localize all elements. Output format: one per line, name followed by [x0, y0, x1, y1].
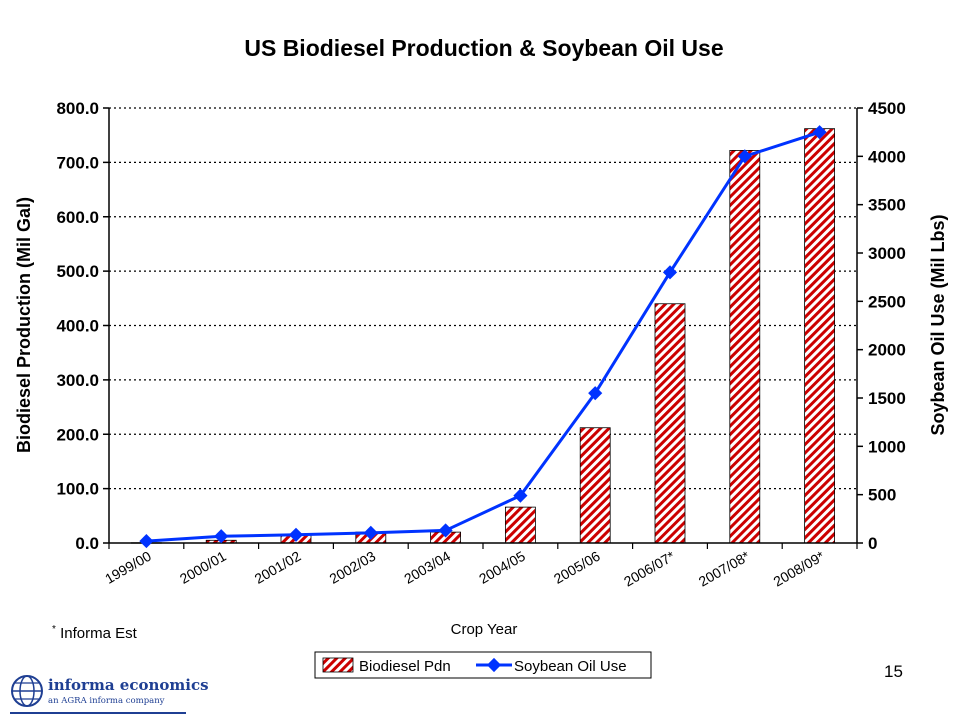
- x-axis-label: Crop Year: [451, 621, 518, 638]
- line-series: [139, 125, 827, 549]
- company-logo: informa economics an AGRA informa compan…: [8, 670, 209, 714]
- legend-label-bar: Biodiesel Pdn: [359, 658, 451, 675]
- footnote-text: Informa Est: [60, 625, 137, 642]
- chart-title: US Biodiesel Production & Soybean Oil Us…: [244, 35, 723, 61]
- left-tick-label: 600.0: [56, 208, 99, 227]
- left-tick-label: 700.0: [56, 153, 99, 172]
- right-tick-label: 2500: [868, 292, 906, 311]
- right-tick-label: 3500: [868, 196, 906, 215]
- left-tick-label: 0.0: [75, 534, 99, 553]
- left-tick-label: 500.0: [56, 262, 99, 281]
- logo-tagline: an AGRA informa company: [48, 696, 165, 706]
- line-point: [588, 386, 603, 401]
- bar: [579, 427, 611, 544]
- x-tick-label: 2005/06: [551, 548, 603, 587]
- legend: Biodiesel Pdn Soybean Oil Use: [314, 651, 652, 679]
- right-tick-label: 2000: [868, 341, 906, 360]
- line-point: [812, 125, 827, 140]
- right-tick-label: 4000: [868, 147, 906, 166]
- line-point: [214, 529, 229, 544]
- right-tick-label: 500: [868, 486, 896, 505]
- x-axis-ticks: 1999/00 2000/01 2001/02 2002/03 2003/04 2004/…: [102, 543, 858, 590]
- line-point: [288, 527, 304, 542]
- bar: [804, 128, 835, 544]
- right-tick-label: 1500: [868, 389, 906, 408]
- line-point: [139, 533, 154, 549]
- right-tick-label: 1000: [868, 437, 906, 456]
- logo-rule: [10, 712, 186, 714]
- x-tick-label: 2008/09*: [771, 547, 828, 589]
- left-tick-label: 400.0: [56, 317, 99, 336]
- right-tick-label: 0: [868, 534, 877, 553]
- line-point: [438, 523, 453, 538]
- legend-swatch-marker: [486, 657, 502, 673]
- right-tick-label: 4500: [868, 99, 906, 118]
- y-axis-label: Biodiesel Production (Mil Gal): [14, 197, 34, 453]
- line-point: [662, 265, 678, 280]
- x-tick-label: 2004/05: [476, 548, 528, 587]
- bar: [654, 303, 686, 544]
- line-point: [363, 525, 378, 540]
- globe-icon: [11, 675, 43, 707]
- bar: [504, 506, 536, 544]
- x-tick-label: 2007/08*: [696, 547, 753, 589]
- legend-box: [314, 651, 652, 679]
- page-number: 15: [884, 662, 903, 681]
- line-point: [513, 488, 528, 503]
- x-tick-label: 2003/04: [401, 548, 453, 587]
- left-axis-ticks: 0.0 100.0 200.0 300.0 400.0 500.0 600.0 700.0 80…: [56, 99, 109, 553]
- y2-axis-label: Soybean Oil Use (Mil Lbs): [928, 214, 948, 435]
- right-axis-ticks: 0 500 1000 1500 2000 2500 3000 3500 4000 4500: [857, 99, 906, 553]
- soybean-oil-line: [146, 130, 821, 543]
- legend-swatch-bar: [322, 657, 354, 673]
- right-tick-label: 3000: [868, 244, 906, 263]
- x-tick-label: 2001/02: [252, 548, 304, 587]
- line-point: [737, 149, 752, 164]
- logo-name: informa economics: [48, 676, 209, 694]
- footnote-mark: *: [52, 624, 56, 635]
- left-tick-label: 100.0: [56, 480, 99, 499]
- x-tick-label: 2006/07*: [621, 547, 678, 589]
- bar-series: [130, 128, 835, 544]
- bar: [729, 150, 761, 544]
- left-tick-label: 200.0: [56, 425, 99, 444]
- footnote: * Informa Est: [52, 624, 137, 642]
- x-tick-label: 2002/03: [326, 548, 378, 587]
- left-tick-label: 300.0: [56, 371, 99, 390]
- x-tick-label: 2000/01: [177, 548, 229, 587]
- legend-label-line: Soybean Oil Use: [514, 658, 627, 675]
- left-tick-label: 800.0: [56, 99, 99, 118]
- x-tick-label: 1999/00: [102, 548, 154, 587]
